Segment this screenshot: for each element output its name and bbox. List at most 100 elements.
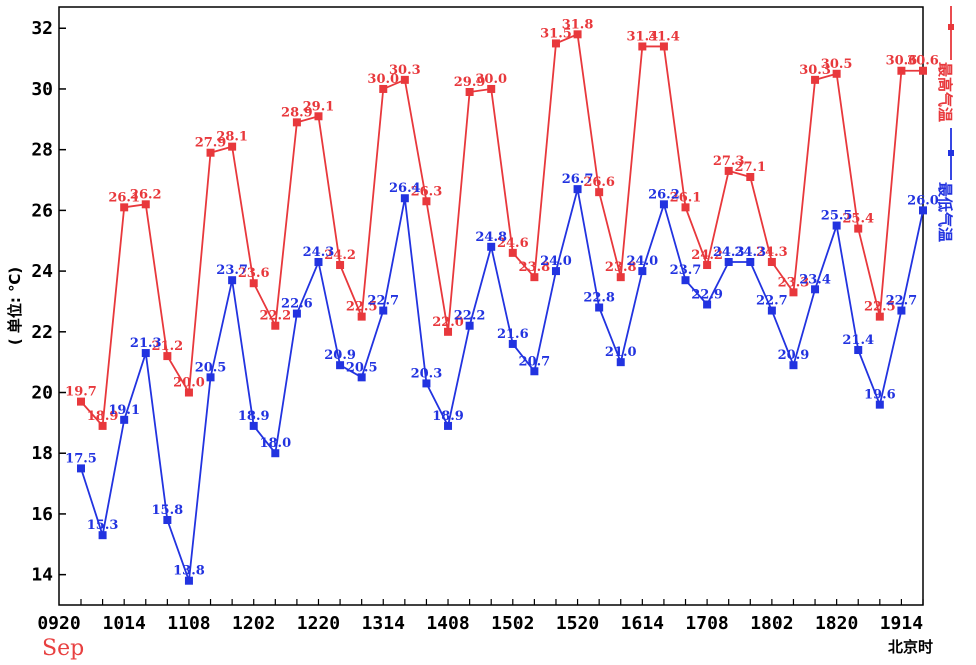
data-point xyxy=(141,200,150,209)
data-label: 25.4 xyxy=(842,212,874,227)
data-point xyxy=(228,276,237,285)
data-label: 18.0 xyxy=(259,436,291,451)
data-point xyxy=(551,267,560,276)
data-label: 28.9 xyxy=(281,105,313,120)
data-label: 21.4 xyxy=(842,333,874,348)
data-label: 24.3 xyxy=(734,245,766,260)
data-point xyxy=(897,66,906,75)
data-point xyxy=(616,358,625,367)
legend: 最高气温 最低气温 xyxy=(936,6,954,242)
data-labels: 19.718.926.126.221.220.027.928.123.622.2… xyxy=(65,17,939,578)
data-label: 13.8 xyxy=(173,564,205,579)
x-tick-label: 1820 xyxy=(815,613,858,634)
data-point xyxy=(508,248,517,257)
x-tick-label: 1502 xyxy=(491,613,534,634)
x-tick-label: 1202 xyxy=(232,613,275,634)
data-label: 15.8 xyxy=(152,503,184,518)
data-point xyxy=(314,257,323,266)
data-label: 26.2 xyxy=(130,187,162,202)
data-point xyxy=(703,261,712,270)
data-label: 25.5 xyxy=(821,209,853,224)
data-point xyxy=(163,516,172,525)
data-label: 27.3 xyxy=(713,154,745,169)
data-point xyxy=(184,388,193,397)
series-line-1 xyxy=(80,188,924,582)
data-point xyxy=(98,531,107,540)
data-label: 20.9 xyxy=(324,348,356,363)
data-label: 26.2 xyxy=(648,187,680,202)
data-label: 21.0 xyxy=(605,345,637,360)
data-point xyxy=(811,285,820,294)
data-point xyxy=(271,321,280,330)
data-point xyxy=(897,306,906,315)
data-point xyxy=(357,312,366,321)
data-point xyxy=(379,306,388,315)
x-axis-ticks: 0920 1014 1108 1202 1220 1314 1408 1502 1520 1614… xyxy=(37,599,924,634)
legend-marker-max xyxy=(948,24,954,30)
data-label: 23.7 xyxy=(216,263,248,278)
x-tick-label: 1802 xyxy=(750,613,793,634)
data-label: 20.5 xyxy=(195,360,227,375)
data-point xyxy=(875,400,884,409)
data-point xyxy=(530,367,539,376)
data-label: 20.3 xyxy=(411,366,443,381)
y-axis-ticks: 14 16 18 20 22 24 26 28 30 32 xyxy=(31,18,66,586)
data-point xyxy=(530,273,539,282)
data-point xyxy=(292,118,301,127)
data-point xyxy=(141,349,150,358)
data-label: 22.9 xyxy=(691,287,723,302)
y-tick-label: 24 xyxy=(31,261,53,282)
data-label: 15.3 xyxy=(87,518,119,533)
data-label: 21.3 xyxy=(130,336,162,351)
data-label: 19.7 xyxy=(65,385,97,400)
data-label: 23.8 xyxy=(605,260,637,275)
y-tick-label: 20 xyxy=(31,383,53,404)
data-label: 31.4 xyxy=(626,29,658,44)
data-label: 22.5 xyxy=(864,300,896,315)
x-tick-label: 0920 xyxy=(37,613,80,634)
data-label: 20.7 xyxy=(519,354,551,369)
data-label: 24.8 xyxy=(475,230,507,245)
data-point xyxy=(271,449,280,458)
y-tick-label: 30 xyxy=(31,79,53,100)
data-label: 26.4 xyxy=(389,181,421,196)
data-point xyxy=(724,257,733,266)
data-label: 24.0 xyxy=(626,254,658,269)
data-point xyxy=(638,42,647,51)
data-point xyxy=(292,309,301,318)
data-label: 30.6 xyxy=(886,54,918,69)
data-point xyxy=(659,42,668,51)
data-label: 30.0 xyxy=(475,72,507,87)
data-point xyxy=(249,421,258,430)
y-axis-title: ( 单位: ℃) xyxy=(6,267,24,345)
y-tick-label: 32 xyxy=(31,18,53,39)
data-label: 27.9 xyxy=(195,136,227,151)
series-layer xyxy=(77,30,927,585)
data-point xyxy=(919,206,927,215)
data-point xyxy=(465,321,474,330)
data-point xyxy=(919,66,927,75)
data-label: 28.1 xyxy=(216,130,248,145)
series-line-0 xyxy=(80,33,923,429)
data-point xyxy=(336,361,345,370)
data-label: 18.9 xyxy=(238,409,270,424)
data-point xyxy=(163,352,172,361)
data-label: 17.5 xyxy=(65,451,97,466)
data-point xyxy=(206,373,215,382)
data-point xyxy=(444,421,453,430)
data-label: 23.4 xyxy=(799,272,831,287)
data-label: 26.1 xyxy=(108,190,140,205)
data-label: 22.8 xyxy=(583,291,615,306)
data-point xyxy=(551,39,560,48)
data-point xyxy=(811,75,820,84)
legend-marker-min xyxy=(948,150,954,156)
data-label: 19.1 xyxy=(108,403,140,418)
data-point xyxy=(120,415,129,424)
data-label: 26.3 xyxy=(411,184,443,199)
data-point xyxy=(228,142,237,151)
data-label: 30.0 xyxy=(367,72,399,87)
data-label: 23.7 xyxy=(670,263,702,278)
data-label: 22.7 xyxy=(886,294,918,309)
data-label: 22.5 xyxy=(346,300,378,315)
x-axis-title: 北京时 xyxy=(888,638,933,656)
